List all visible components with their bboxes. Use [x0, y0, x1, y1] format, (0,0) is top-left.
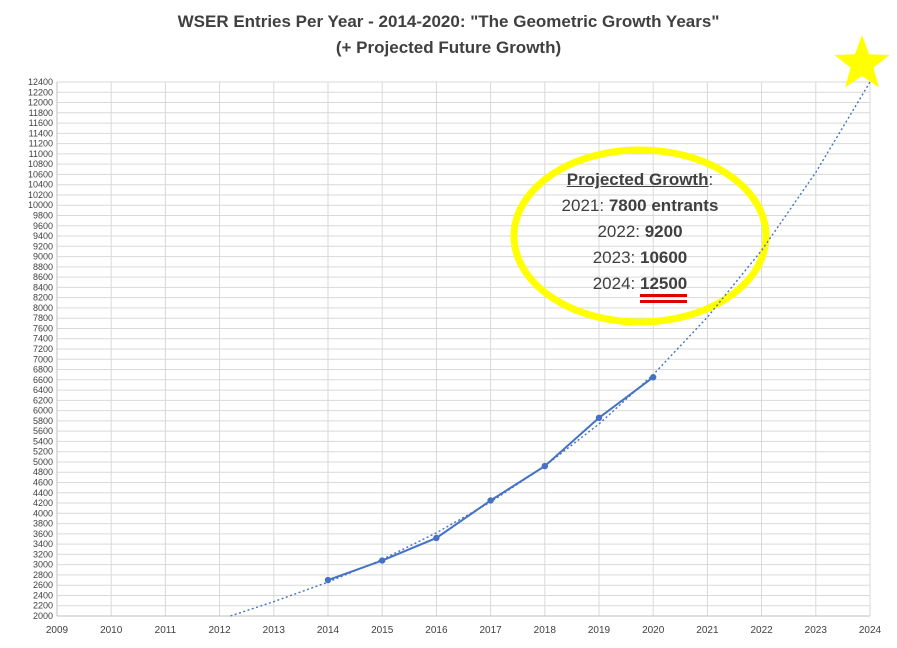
projection-line: 2023: 10600 — [530, 245, 750, 271]
x-tick-label: 2015 — [371, 625, 394, 636]
projection-year: 2022: — [597, 222, 645, 241]
highlight-ellipse — [510, 146, 770, 326]
y-tick-label: 5200 — [33, 447, 53, 457]
x-tick-label: 2011 — [155, 625, 177, 636]
y-tick-label: 3800 — [33, 519, 53, 529]
projection-value: 10600 — [639, 248, 688, 267]
projection-value: 9200 — [644, 222, 683, 241]
data-point — [650, 374, 657, 381]
y-tick-label: 2800 — [33, 570, 53, 580]
y-tick-label: 8000 — [33, 303, 53, 313]
y-tick-label: 8200 — [33, 293, 53, 303]
projection-annotation: Projected Growth: 2021: 7800 entrants 20… — [530, 167, 750, 303]
data-point — [324, 576, 332, 584]
y-tick-label: 2400 — [33, 590, 53, 600]
x-tick-label: 2024 — [859, 625, 882, 636]
y-tick-label: 11200 — [29, 139, 53, 149]
projection-value-highlight: 12500 — [639, 271, 688, 303]
x-tick-label: 2021 — [696, 625, 719, 636]
y-tick-label: 11800 — [29, 108, 53, 118]
y-tick-label: 12200 — [28, 87, 53, 97]
x-tick-label: 2010 — [100, 625, 123, 636]
data-point — [595, 414, 603, 422]
y-tick-label: 8400 — [33, 282, 53, 292]
y-tick-label: 10400 — [28, 180, 53, 190]
x-tick-label: 2022 — [750, 625, 773, 636]
y-tick-label: 10200 — [28, 190, 53, 200]
y-tick-label: 7000 — [33, 354, 53, 364]
y-tick-label: 9400 — [33, 231, 53, 241]
y-tick-label: 4400 — [33, 488, 53, 498]
y-tick-label: 12400 — [28, 77, 53, 87]
x-tick-label: 2019 — [588, 625, 611, 636]
y-tick-label: 5400 — [33, 436, 53, 446]
y-tick-label: 4800 — [33, 467, 53, 477]
y-tick-label: 3600 — [33, 529, 53, 539]
y-tick-label: 2600 — [33, 580, 53, 590]
chart-title: WSER Entries Per Year - 2014-2020: "The … — [177, 12, 720, 31]
y-tick-label: 2000 — [33, 611, 53, 621]
y-tick-label: 5800 — [33, 416, 53, 426]
x-tick-label: 2013 — [263, 625, 286, 636]
y-tick-label: 2200 — [33, 601, 53, 611]
y-tick-label: 11000 — [29, 149, 53, 159]
y-tick-label: 9800 — [33, 211, 53, 221]
y-tick-label: 12000 — [28, 98, 53, 108]
projection-line: 2021: 7800 entrants — [530, 193, 750, 219]
projection-header-suffix: : — [708, 170, 714, 189]
y-tick-label: 6400 — [33, 385, 53, 395]
y-tick-label: 3400 — [33, 539, 53, 549]
y-tick-label: 10000 — [28, 200, 53, 210]
y-tick-label: 7600 — [33, 323, 53, 333]
y-tick-label: 6200 — [33, 395, 53, 405]
x-tick-label: 2016 — [425, 625, 448, 636]
projection-year: 2023: — [592, 248, 640, 267]
projection-header: Projected Growth — [566, 170, 709, 189]
x-tick-label: 2020 — [642, 625, 665, 636]
star-icon — [834, 35, 890, 88]
y-tick-label: 6800 — [33, 365, 53, 375]
projection-line: 2024: 12500 — [530, 271, 750, 303]
y-tick-label: 8800 — [33, 262, 53, 272]
y-tick-label: 7400 — [33, 334, 53, 344]
x-tick-label: 2018 — [534, 625, 557, 636]
x-tick-label: 2009 — [46, 625, 69, 636]
y-tick-label: 7200 — [33, 344, 53, 354]
projection-year: 2024: — [592, 274, 640, 293]
x-tick-label: 2014 — [317, 625, 340, 636]
y-tick-label: 5000 — [33, 457, 53, 467]
x-tick-label: 2023 — [805, 625, 828, 636]
projection-value: 7800 entrants — [608, 196, 719, 215]
y-tick-label: 8600 — [33, 272, 53, 282]
projection-line: 2022: 9200 — [530, 219, 750, 245]
data-point — [379, 557, 386, 564]
projection-year: 2021: — [561, 196, 609, 215]
y-tick-label: 11400 — [29, 128, 53, 138]
y-tick-label: 4200 — [33, 498, 53, 508]
y-tick-label: 5600 — [33, 426, 53, 436]
y-tick-label: 10600 — [28, 169, 53, 179]
y-tick-label: 6000 — [33, 406, 53, 416]
data-point — [433, 534, 440, 542]
y-tick-label: 10800 — [28, 159, 53, 169]
y-tick-label: 9000 — [33, 252, 53, 262]
y-tick-label: 4000 — [33, 508, 53, 518]
y-tick-label: 4600 — [33, 478, 53, 488]
data-point — [541, 462, 548, 470]
x-tick-label: 2017 — [479, 625, 502, 636]
y-tick-label: 3200 — [33, 549, 53, 559]
y-tick-label: 9200 — [33, 241, 53, 251]
chart-subtitle: (+ Projected Future Growth) — [335, 38, 562, 57]
y-tick-label: 7800 — [33, 313, 53, 323]
x-tick-label: 2012 — [208, 625, 231, 636]
y-tick-label: 3000 — [33, 560, 53, 570]
y-tick-label: 11600 — [29, 118, 53, 128]
y-tick-label: 9600 — [33, 221, 53, 231]
y-tick-label: 6600 — [33, 375, 53, 385]
data-point — [487, 497, 494, 504]
